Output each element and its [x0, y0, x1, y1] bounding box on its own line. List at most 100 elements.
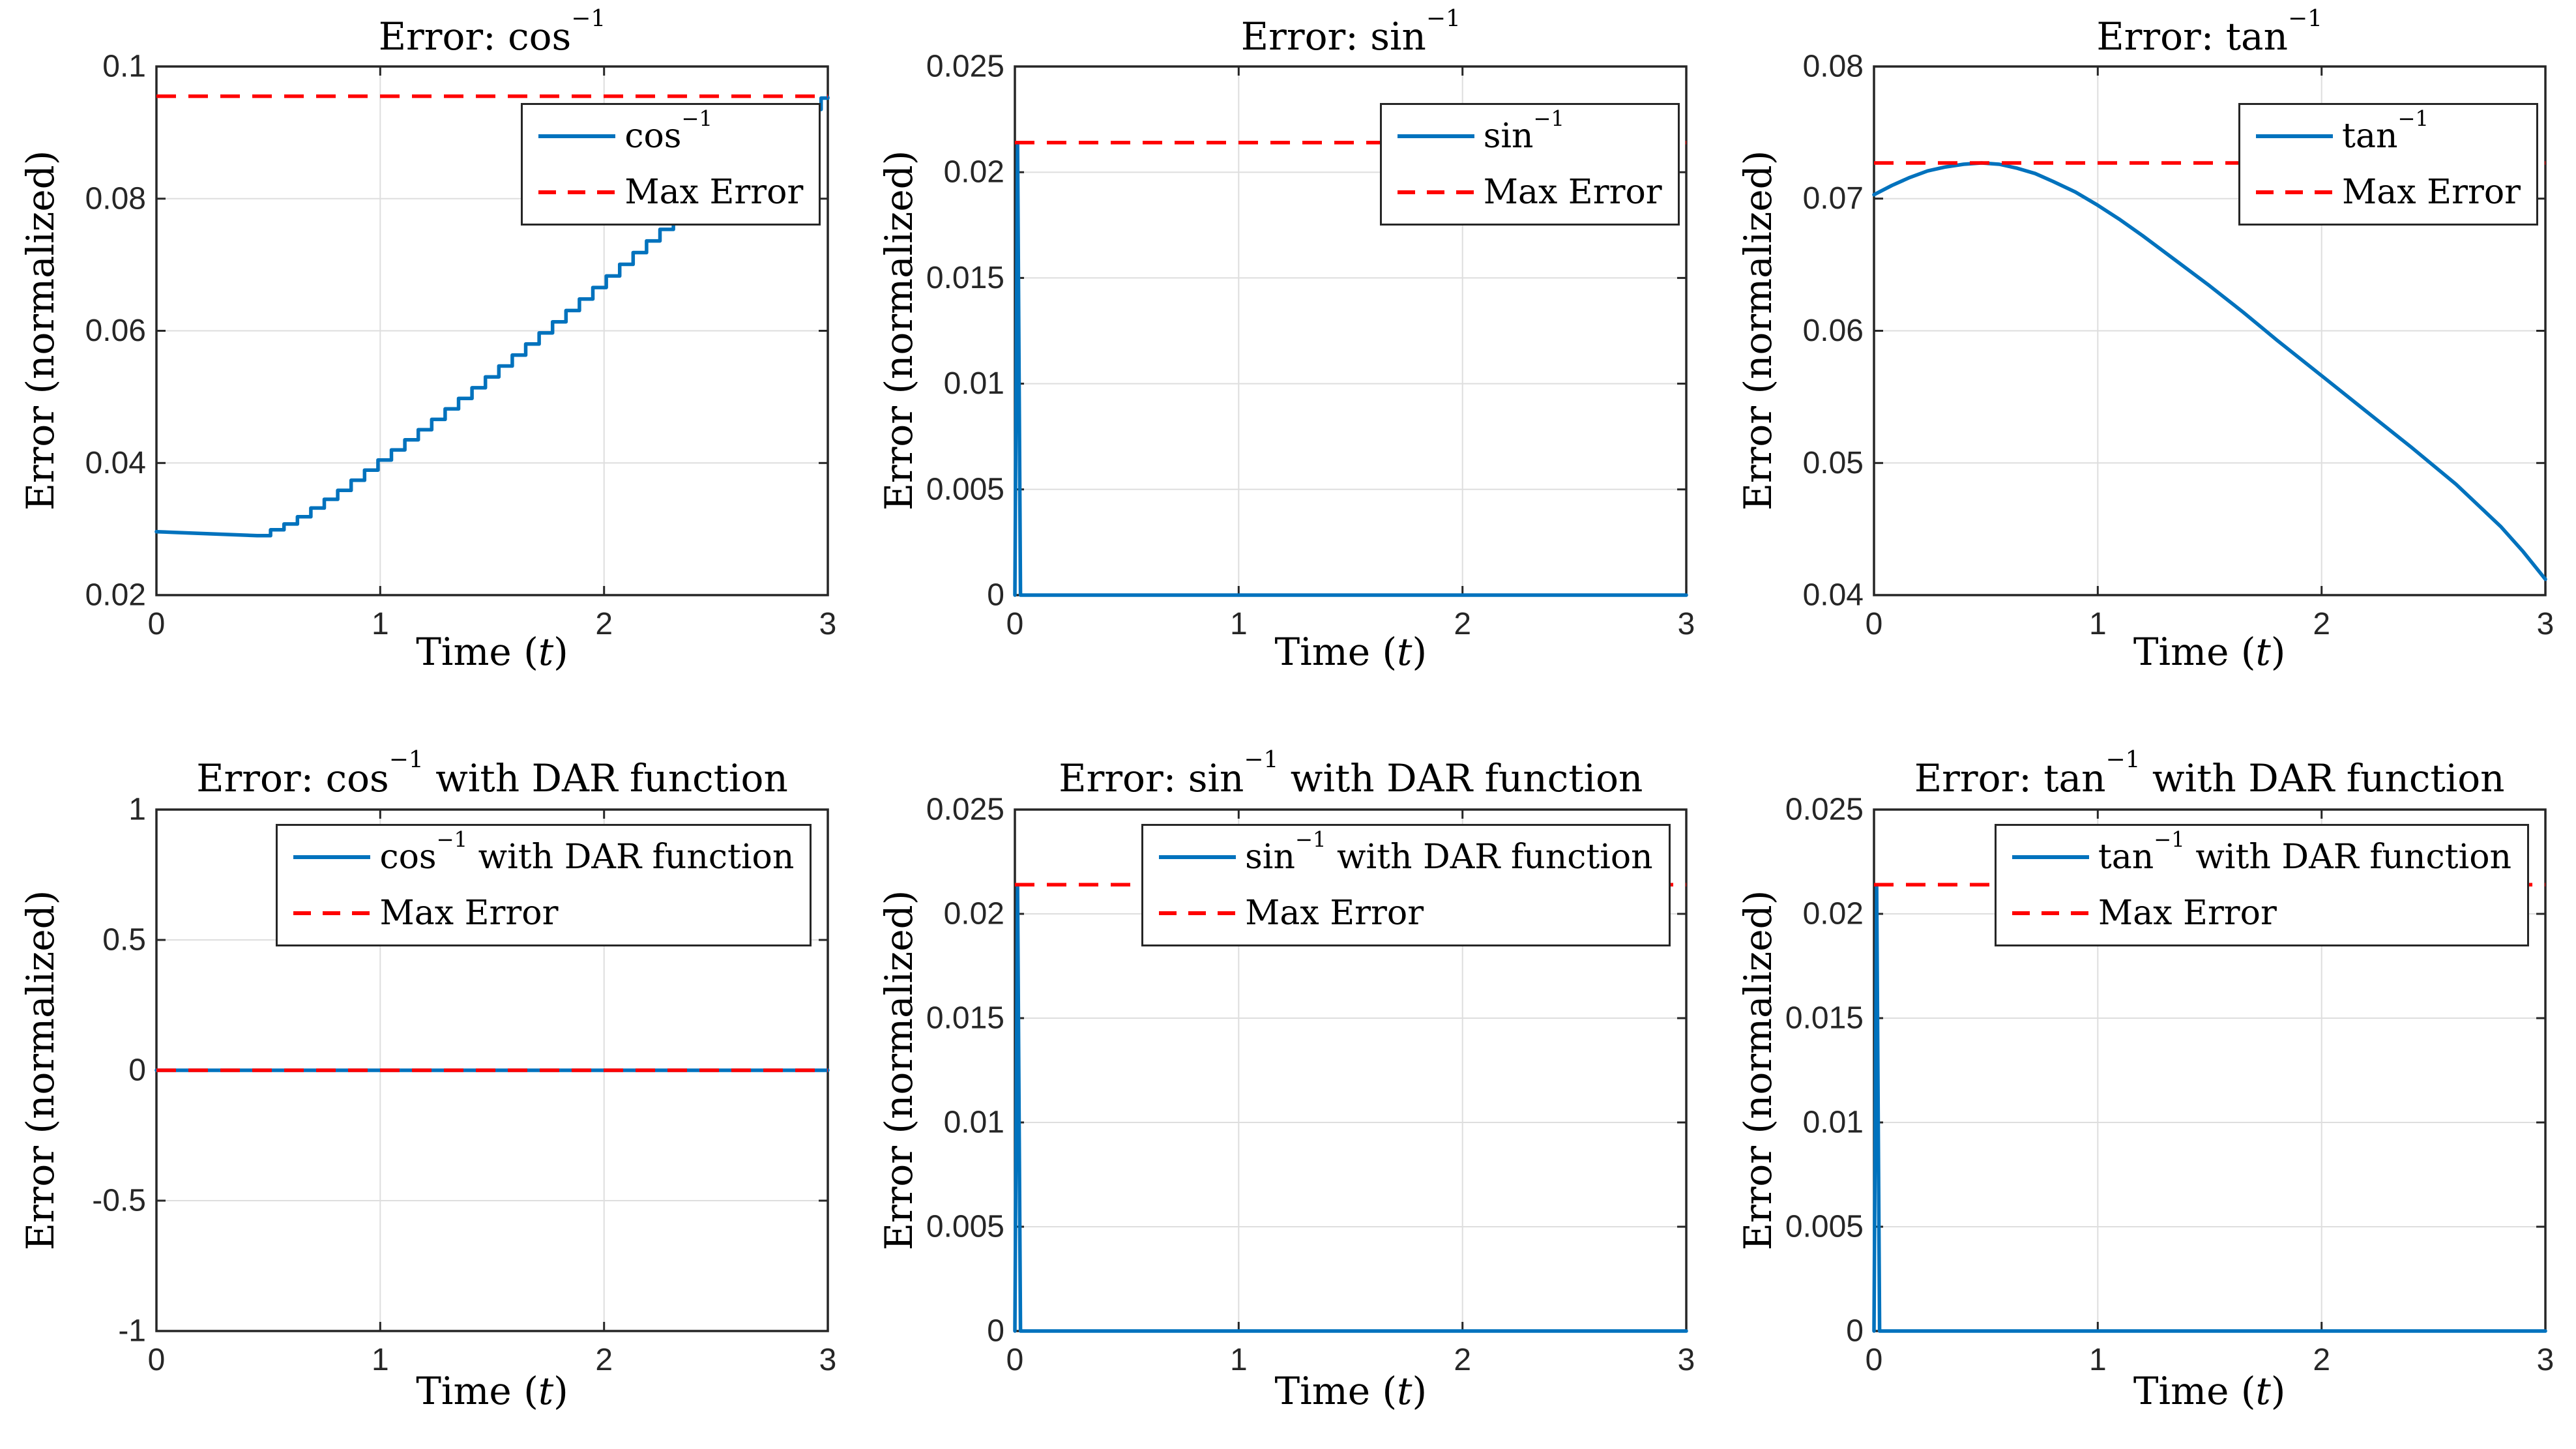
- title-prefix: Error:: [2096, 14, 2226, 59]
- legend-series-label: cos−1: [624, 108, 712, 156]
- x-label-suffix: ): [553, 1368, 568, 1413]
- x-tick-label: 0: [148, 1343, 166, 1377]
- x-axis-label: Time (t): [1874, 1369, 2545, 1413]
- legend-series-base: sin: [1483, 117, 1534, 156]
- title-prefix: Error:: [378, 14, 508, 59]
- subplot-tan-inverse-error: 0 1 2 3 0.04 0.05 0.06 0.07 0.08 Error: tan−1 Er…: [1718, 0, 2576, 725]
- legend-entry-series: sin−1 with DAR function: [1159, 829, 1653, 877]
- legend-dashed-line-sample: [2012, 911, 2089, 915]
- y-tick-label: 0.015: [1785, 1001, 1864, 1035]
- y-tick-label: 0: [988, 578, 1005, 613]
- legend-series-superscript: −1: [2154, 827, 2185, 852]
- legend-series-base: sin: [1245, 837, 1295, 877]
- x-tick-label: 0: [148, 607, 166, 641]
- legend-box: sin−1 with DAR function Max Error: [1141, 823, 1671, 946]
- x-label-variable: t: [1397, 1368, 1412, 1413]
- legend-solid-line-sample: [2256, 134, 2334, 138]
- plot-area: 0 1 2 3 0.04 0.05 0.06 0.07 0.08: [1802, 50, 2554, 641]
- legend-max-error-label: Max Error: [2342, 173, 2521, 212]
- legend-series-superscript: −1: [436, 827, 468, 852]
- legend-series-superscript: −1: [1295, 827, 1326, 852]
- legend-entry-series: sin−1: [1397, 108, 1662, 156]
- panel-title: Error: cos−1: [156, 7, 828, 59]
- x-label-prefix: Time (: [1274, 630, 1398, 674]
- x-axis-label: Time (t): [156, 1369, 828, 1413]
- y-axis-label: Error (normalized): [1735, 150, 1780, 511]
- title-prefix: Error:: [1240, 14, 1371, 59]
- x-tick-label: 0: [1006, 607, 1024, 641]
- y-tick-label: 0.015: [926, 261, 1004, 295]
- legend-entry-series: tan−1 with DAR function: [2012, 829, 2511, 877]
- y-tick-label: 0.005: [926, 472, 1004, 506]
- title-superscript: −1: [2287, 5, 2322, 32]
- x-label-prefix: Time (: [1274, 1368, 1398, 1413]
- x-label-prefix: Time (: [416, 630, 538, 674]
- x-axis-label: Time (t): [1874, 630, 2545, 674]
- x-tick-label: 3: [819, 1343, 837, 1377]
- title-superscript: −1: [2105, 746, 2141, 773]
- y-tick-label: 0.005: [1785, 1209, 1864, 1244]
- legend-dashed-line-sample: [538, 190, 616, 194]
- y-tick-label: 0.01: [1802, 1105, 1863, 1139]
- y-tick-label: 0: [1846, 1313, 1864, 1348]
- legend-box: cos−1 with DAR function Max Error: [276, 823, 812, 946]
- title-superscript: −1: [1426, 5, 1461, 32]
- title-superscript: −1: [388, 746, 424, 773]
- y-axis-label: Error (normalized): [18, 150, 63, 511]
- x-tick-label: 1: [1230, 1343, 1248, 1377]
- y-tick-label: 0.025: [926, 792, 1004, 827]
- y-tick-label: 0.06: [85, 314, 146, 348]
- y-tick-label: 0: [128, 1053, 146, 1087]
- subplot-cos-inverse-error: 0 1 2 3 0.02 0.04 0.06 0.08 0.1 Error: cos−1 Err…: [0, 0, 858, 725]
- legend-dashed-line-sample: [1159, 911, 1237, 915]
- y-tick-label: 0.005: [926, 1209, 1004, 1244]
- title-suffix: with DAR function: [2140, 755, 2505, 800]
- y-tick-label: -1: [118, 1313, 146, 1348]
- y-tick-label: 0.01: [944, 1105, 1004, 1139]
- y-tick-label: -0.5: [92, 1183, 146, 1218]
- x-label-prefix: Time (: [2133, 630, 2256, 674]
- legend-series-suffix: with DAR function: [467, 837, 795, 877]
- y-tick-label: 0.01: [944, 366, 1004, 401]
- legend-solid-line-sample: [1159, 855, 1237, 859]
- y-tick-label: 0.04: [85, 446, 146, 480]
- title-function: cos: [325, 755, 389, 800]
- title-superscript: −1: [1244, 746, 1279, 773]
- legend-series-label: cos−1 with DAR function: [379, 829, 795, 877]
- legend-series-suffix: with DAR function: [2184, 837, 2511, 877]
- legend-entry-max-error: Max Error: [2256, 173, 2521, 212]
- x-tick-label: 3: [1678, 1343, 1695, 1377]
- legend-series-base: tan: [2342, 117, 2398, 156]
- legend-entry-max-error: Max Error: [293, 894, 794, 933]
- legend-max-error-label: Max Error: [1483, 173, 1662, 212]
- legend-box: tan−1 Max Error: [2238, 103, 2538, 226]
- y-tick-label: 0.08: [1802, 50, 1863, 84]
- series-line-sin-inverse-error: [1013, 141, 1689, 597]
- x-tick-label: 2: [2313, 1343, 2330, 1377]
- x-label-suffix: ): [1412, 1368, 1427, 1413]
- x-label-variable: t: [2255, 630, 2271, 674]
- x-label-variable: t: [2255, 1368, 2271, 1413]
- x-tick-label: 3: [2536, 607, 2554, 641]
- legend-max-error-label: Max Error: [624, 173, 804, 212]
- title-function: cos: [508, 14, 572, 59]
- y-tick-label: 0.1: [102, 50, 146, 84]
- x-tick-label: 1: [2089, 607, 2107, 641]
- legend-dashed-line-sample: [2256, 190, 2334, 194]
- legend-entry-max-error: Max Error: [2012, 894, 2511, 933]
- title-function: sin: [1188, 755, 1244, 800]
- y-tick-label: 0.07: [1802, 181, 1863, 216]
- legend-box: cos−1 Max Error: [521, 103, 821, 226]
- legend-entry-series: cos−1 with DAR function: [293, 829, 795, 877]
- x-axis-label: Time (t): [156, 630, 828, 674]
- y-tick-label: 0.04: [1802, 578, 1863, 613]
- x-tick-label: 2: [1454, 607, 1472, 641]
- x-tick-label: 2: [1454, 1343, 1472, 1377]
- x-label-variable: t: [538, 1368, 554, 1413]
- x-label-variable: t: [538, 630, 554, 674]
- y-tick-label: 0.05: [1802, 446, 1863, 480]
- legend-series-suffix: with DAR function: [1326, 837, 1653, 877]
- x-tick-label: 0: [1006, 1343, 1024, 1377]
- legend-max-error-label: Max Error: [379, 893, 559, 933]
